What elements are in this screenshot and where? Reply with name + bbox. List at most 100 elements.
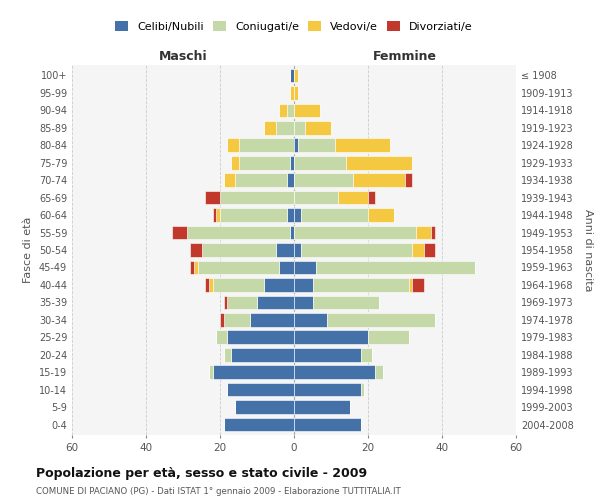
- Bar: [198, 260, 279, 274]
- Bar: [209, 366, 212, 379]
- Bar: [335, 138, 390, 152]
- Bar: [227, 330, 294, 344]
- Bar: [294, 68, 298, 82]
- Bar: [412, 243, 424, 257]
- Bar: [290, 86, 294, 100]
- Bar: [220, 313, 224, 326]
- Bar: [227, 296, 257, 309]
- Text: COMUNE DI PACIANO (PG) - Dati ISTAT 1° gennaio 2009 - Elaborazione TUTTITALIA.IT: COMUNE DI PACIANO (PG) - Dati ISTAT 1° g…: [36, 488, 401, 496]
- Bar: [294, 418, 361, 432]
- Bar: [212, 366, 294, 379]
- Bar: [224, 296, 227, 309]
- Bar: [294, 243, 301, 257]
- Bar: [187, 226, 290, 239]
- Bar: [294, 208, 301, 222]
- Bar: [224, 348, 231, 362]
- Bar: [338, 191, 368, 204]
- Bar: [301, 208, 368, 222]
- Bar: [235, 174, 287, 187]
- Bar: [313, 278, 409, 291]
- Bar: [290, 68, 294, 82]
- Bar: [227, 138, 239, 152]
- Bar: [412, 278, 424, 291]
- Bar: [301, 243, 412, 257]
- Bar: [294, 383, 361, 396]
- Bar: [294, 330, 368, 344]
- Bar: [405, 174, 412, 187]
- Legend: Celibi/Nubili, Coniugati/e, Vedovi/e, Divorziati/e: Celibi/Nubili, Coniugati/e, Vedovi/e, Di…: [113, 19, 475, 34]
- Bar: [202, 243, 275, 257]
- Bar: [294, 174, 353, 187]
- Bar: [212, 278, 265, 291]
- Bar: [294, 278, 313, 291]
- Bar: [294, 296, 313, 309]
- Bar: [224, 174, 235, 187]
- Bar: [294, 156, 346, 170]
- Bar: [305, 121, 331, 134]
- Bar: [424, 243, 434, 257]
- Bar: [294, 260, 316, 274]
- Bar: [250, 313, 294, 326]
- Bar: [205, 191, 220, 204]
- Bar: [217, 208, 220, 222]
- Bar: [294, 313, 328, 326]
- Text: Femmine: Femmine: [373, 50, 437, 64]
- Bar: [287, 174, 294, 187]
- Bar: [294, 191, 338, 204]
- Bar: [220, 208, 287, 222]
- Bar: [220, 191, 294, 204]
- Y-axis label: Anni di nascita: Anni di nascita: [583, 209, 593, 291]
- Bar: [172, 226, 187, 239]
- Bar: [209, 278, 212, 291]
- Bar: [290, 156, 294, 170]
- Bar: [231, 348, 294, 362]
- Bar: [287, 104, 294, 117]
- Bar: [190, 260, 194, 274]
- Bar: [313, 296, 379, 309]
- Bar: [212, 208, 217, 222]
- Bar: [194, 260, 198, 274]
- Bar: [294, 226, 416, 239]
- Bar: [217, 330, 227, 344]
- Bar: [287, 208, 294, 222]
- Bar: [224, 313, 250, 326]
- Bar: [265, 278, 294, 291]
- Bar: [294, 86, 298, 100]
- Bar: [316, 260, 475, 274]
- Bar: [368, 208, 394, 222]
- Text: Popolazione per età, sesso e stato civile - 2009: Popolazione per età, sesso e stato civil…: [36, 468, 367, 480]
- Bar: [294, 138, 298, 152]
- Bar: [224, 418, 294, 432]
- Bar: [279, 260, 294, 274]
- Bar: [265, 121, 275, 134]
- Bar: [294, 121, 305, 134]
- Bar: [231, 156, 239, 170]
- Bar: [275, 121, 294, 134]
- Bar: [290, 226, 294, 239]
- Y-axis label: Fasce di età: Fasce di età: [23, 217, 33, 283]
- Bar: [294, 400, 349, 414]
- Bar: [431, 226, 434, 239]
- Bar: [235, 400, 294, 414]
- Bar: [294, 104, 320, 117]
- Bar: [205, 278, 209, 291]
- Bar: [361, 383, 364, 396]
- Bar: [294, 348, 361, 362]
- Bar: [361, 348, 372, 362]
- Bar: [353, 174, 405, 187]
- Bar: [275, 243, 294, 257]
- Bar: [239, 156, 290, 170]
- Bar: [298, 138, 335, 152]
- Bar: [416, 226, 431, 239]
- Bar: [190, 243, 202, 257]
- Bar: [368, 330, 409, 344]
- Bar: [368, 191, 376, 204]
- Bar: [294, 366, 376, 379]
- Bar: [346, 156, 412, 170]
- Bar: [328, 313, 434, 326]
- Bar: [409, 278, 412, 291]
- Bar: [239, 138, 294, 152]
- Text: Maschi: Maschi: [158, 50, 208, 64]
- Bar: [279, 104, 287, 117]
- Bar: [257, 296, 294, 309]
